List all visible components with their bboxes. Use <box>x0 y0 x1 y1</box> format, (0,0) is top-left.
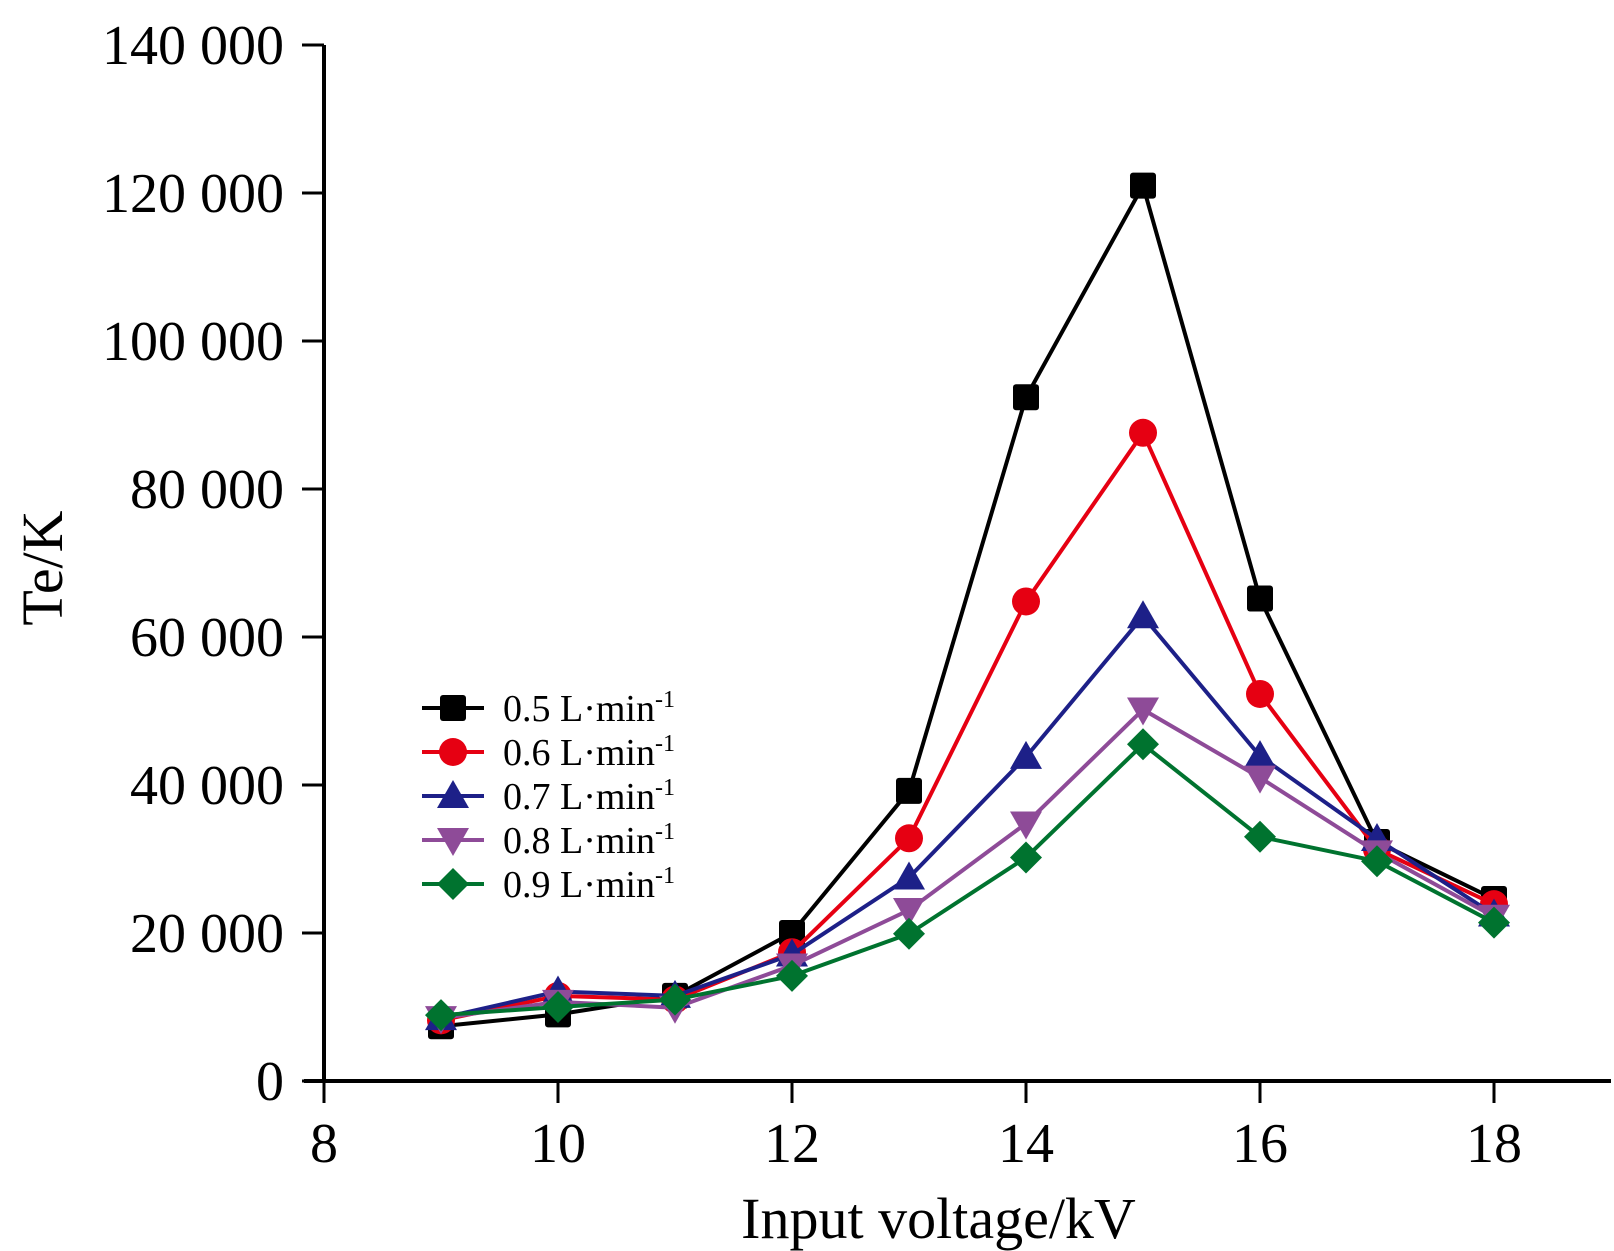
y-tick-label: 40 000 <box>130 755 284 817</box>
legend: 0.5 L·min-10.6 L·min-10.7 L·min-10.8 L·m… <box>422 687 675 906</box>
data-point-square <box>1130 172 1156 199</box>
y-tick-label: 140 000 <box>102 15 284 77</box>
y-tick-label: 80 000 <box>130 459 284 521</box>
legend-label-superscript: -1 <box>655 863 675 889</box>
legend-label-superscript: -1 <box>655 687 675 713</box>
legend-marker-square <box>440 695 466 721</box>
series-1 <box>428 172 1507 1040</box>
x-tick-label: 16 <box>1232 1113 1288 1175</box>
legend-item: 0.9 L·min-1 <box>422 863 675 906</box>
data-point-circle <box>895 824 923 853</box>
x-axis-title: Input voltage/kV <box>741 1186 1136 1251</box>
legend-label: 0.8 L·min-1 <box>503 819 675 862</box>
data-point-diamond <box>776 959 808 992</box>
y-tick-label: 120 000 <box>102 163 284 225</box>
data-point-triangle-up <box>1010 740 1042 769</box>
data-point-diamond <box>1127 728 1159 761</box>
data-point-triangle-up <box>1127 600 1159 629</box>
data-point-triangle-down <box>1244 765 1276 794</box>
legend-item: 0.7 L·min-1 <box>422 775 675 818</box>
data-point-diamond <box>1244 820 1276 853</box>
series-5 <box>425 728 1510 1032</box>
y-tick-label: 0 <box>256 1051 284 1113</box>
x-tick-label: 12 <box>764 1113 820 1175</box>
series-layer <box>425 172 1510 1040</box>
data-point-square <box>1247 585 1273 612</box>
data-point-diamond <box>542 991 574 1023</box>
legend-label-superscript: -1 <box>655 731 675 757</box>
y-ticks: 0 20 000 40 000 60 000 80 000 100 000 120 000 1… <box>102 15 324 1113</box>
data-point-triangle-down <box>893 898 925 927</box>
x-tick-label: 18 <box>1466 1113 1522 1175</box>
legend-label: 0.6 L·min-1 <box>503 731 675 774</box>
legend-label: 0.5 L·min-1 <box>503 687 675 730</box>
y-axis-title: Te/K <box>10 510 75 625</box>
data-point-diamond <box>425 999 457 1032</box>
legend-marker-triangle-up <box>437 780 469 808</box>
data-point-triangle-up <box>893 861 925 890</box>
series-line <box>440 742 1495 1018</box>
data-point-diamond <box>1010 841 1042 874</box>
data-point-diamond <box>893 917 925 950</box>
axes: 0 20 000 40 000 60 000 80 000 100 000 120 000 1… <box>102 15 1611 1175</box>
legend-item: 0.8 L·min-1 <box>422 819 675 862</box>
legend-marker-circle <box>439 738 467 766</box>
series-line <box>440 614 1496 1021</box>
y-tick-label: 100 000 <box>102 311 284 373</box>
data-point-diamond <box>1478 906 1510 939</box>
x-tick-label: 10 <box>530 1113 586 1175</box>
legend-label-superscript: -1 <box>655 775 675 801</box>
y-tick-label: 20 000 <box>130 903 284 965</box>
x-tick-label: 8 <box>310 1113 338 1175</box>
data-point-triangle-down <box>1127 697 1159 726</box>
legend-marker-diamond <box>437 868 469 900</box>
legend-label-superscript: -1 <box>655 819 675 845</box>
series-line <box>440 430 1495 1023</box>
data-point-diamond <box>1361 845 1393 878</box>
legend-label: 0.9 L·min-1 <box>503 863 675 906</box>
data-point-circle <box>1129 418 1157 447</box>
data-point-square <box>1013 384 1039 411</box>
data-point-circle <box>1012 587 1040 616</box>
legend-item: 0.6 L·min-1 <box>422 731 675 774</box>
data-point-triangle-down <box>1010 811 1042 840</box>
data-point-square <box>896 777 922 804</box>
data-point-triangle-up <box>1244 740 1276 769</box>
x-tick-label: 14 <box>998 1113 1054 1175</box>
data-point-circle <box>1246 679 1274 708</box>
data-point-diamond <box>659 983 691 1016</box>
legend-label: 0.7 L·min-1 <box>503 775 675 818</box>
legend-marker-triangle-down <box>437 828 469 856</box>
legend-item: 0.5 L·min-1 <box>422 687 675 730</box>
y-tick-label: 60 000 <box>130 607 284 669</box>
data-point-square <box>779 920 805 946</box>
x-ticks: 8 10 12 14 16 18 <box>310 1081 1522 1175</box>
